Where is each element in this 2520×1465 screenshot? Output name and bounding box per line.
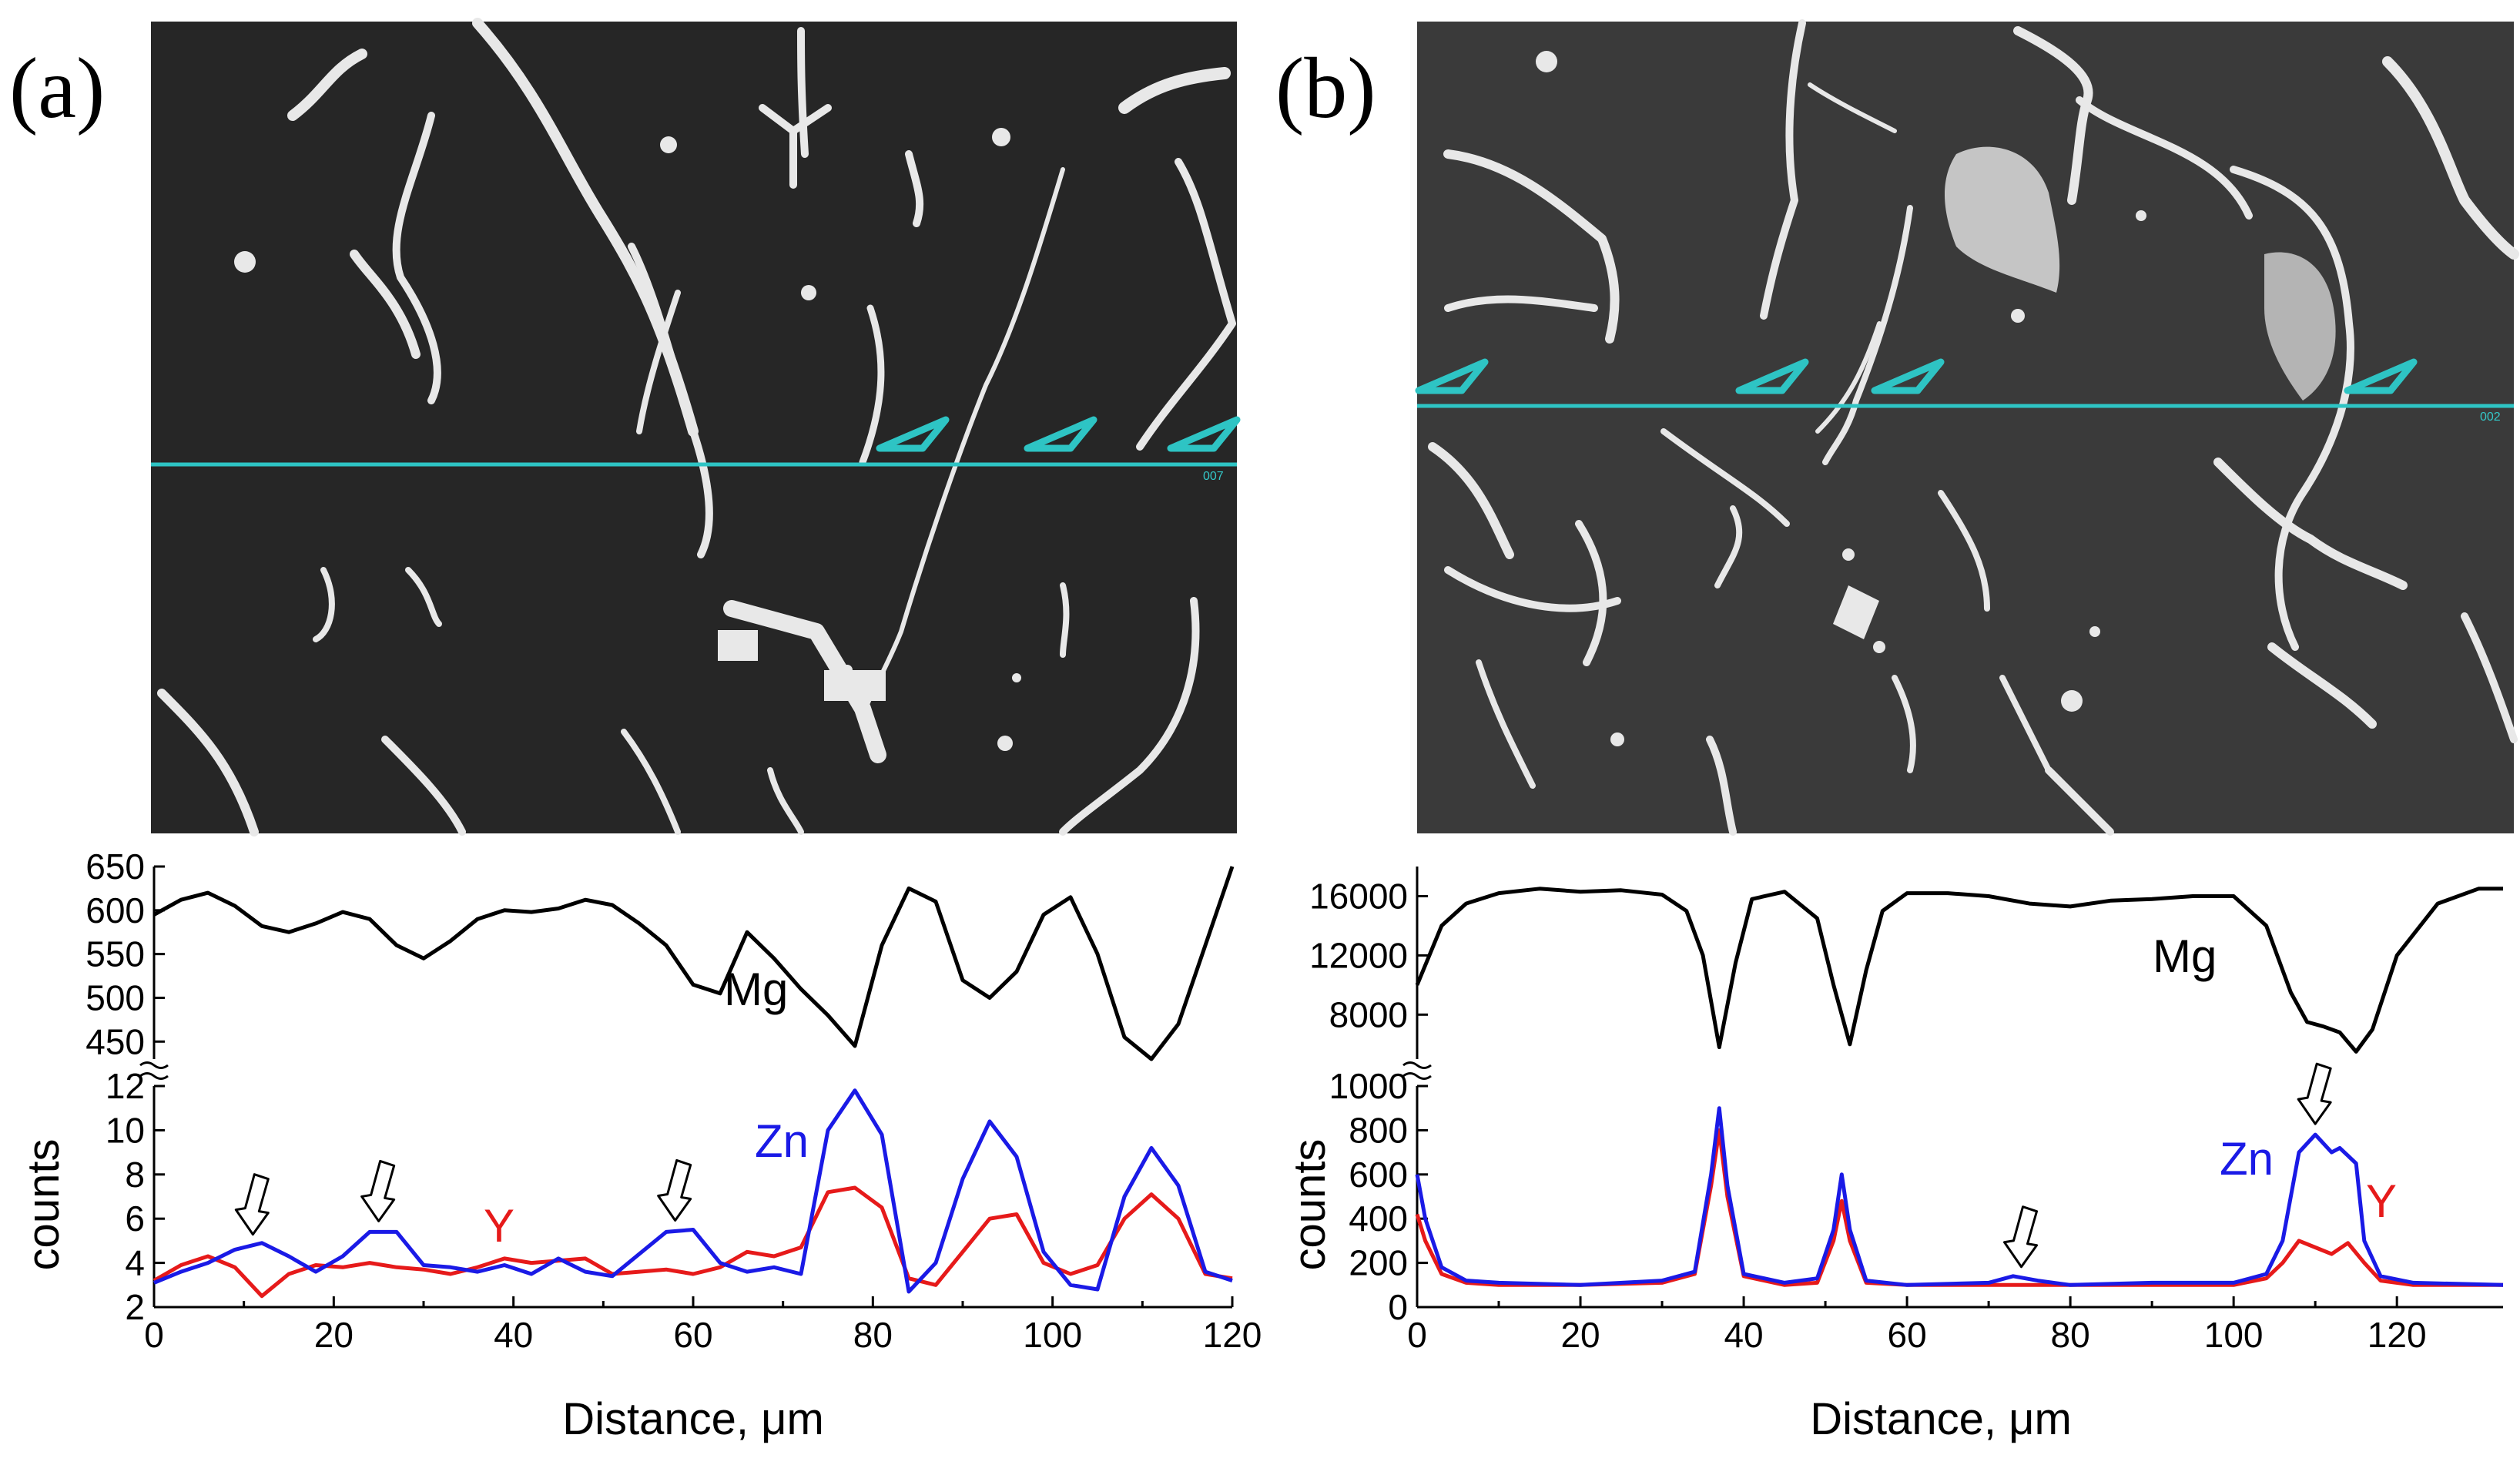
x-tick-label: 0 — [144, 1315, 164, 1355]
y-tick-label: 600 — [1349, 1155, 1408, 1195]
x-tick-label: 40 — [494, 1315, 533, 1355]
micrograph-a: 007 — [151, 18, 1241, 836]
profile-a-xlabel: Distance, μm — [562, 1394, 824, 1444]
panel-b-label: (b) — [1275, 41, 1376, 136]
profile-a-y-label: Y — [484, 1200, 514, 1252]
x-tick-label: 40 — [1724, 1315, 1763, 1355]
y-tick-label: 500 — [85, 977, 145, 1017]
micrograph-b: 002 — [1415, 19, 2519, 836]
annotation-arrow — [2003, 1205, 2039, 1269]
profile-b-xlabel: Distance, μm — [1810, 1394, 2072, 1444]
y-tick-label: 650 — [85, 846, 145, 887]
micrograph-a-particles — [234, 128, 1021, 751]
profile-a-zn-line — [153, 1088, 1233, 1294]
profile-b-y-line — [1415, 1128, 2503, 1287]
profile-a-mg-line — [152, 866, 1235, 1061]
y-tick-label: 1000 — [1329, 1066, 1408, 1106]
x-tick-label: 100 — [1023, 1315, 1082, 1355]
y-tick-label: 10 — [106, 1110, 145, 1150]
profile-b-mg-label: Mg — [2153, 930, 2217, 982]
micrograph-a-scale-text: 007 — [1203, 470, 1224, 483]
micrograph-b-arrow-2 — [1735, 358, 1809, 394]
profile-a-axis-break — [139, 1061, 169, 1080]
profile-a-mg-label: Mg — [724, 964, 788, 1015]
x-tick-label: 100 — [2204, 1315, 2264, 1355]
y-tick-label: 12000 — [1309, 935, 1408, 975]
profile-a-y-line — [152, 1185, 1233, 1299]
micrograph-b-particles — [1536, 51, 2336, 746]
panel-a: (a) — [9, 18, 1262, 1444]
x-tick-label: 120 — [2368, 1315, 2427, 1355]
annotation-arrow — [360, 1159, 396, 1222]
y-tick-label: 200 — [1349, 1243, 1408, 1283]
x-tick-label: 20 — [314, 1315, 354, 1355]
y-tick-label: 8000 — [1329, 994, 1408, 1034]
x-tick-label: 80 — [853, 1315, 893, 1355]
profile-a-x-ticks: 0 20 40 60 80 100 120 — [144, 1296, 1262, 1355]
micrograph-a-arrow-1 — [876, 416, 950, 452]
profile-b-ylabel: counts — [1285, 1139, 1335, 1271]
y-tick-label: 2 — [125, 1287, 145, 1327]
profile-b-upper-axis: 8000 12000 16000 — [1309, 867, 1428, 1059]
profile-a-zn-label: Zn — [755, 1115, 809, 1167]
y-tick-label: 550 — [85, 934, 145, 974]
y-tick-label: 6 — [125, 1198, 145, 1239]
profile-b-axis-break — [1402, 1061, 1432, 1080]
profile-b-y-label: Y — [2366, 1175, 2397, 1227]
micrograph-a-arrow-2 — [1024, 416, 1097, 452]
micrograph-b-arrow-1 — [1415, 358, 1489, 394]
annotation-arrow — [2297, 1062, 2332, 1125]
panel-a-label: (a) — [9, 41, 105, 136]
micrograph-b-scale-text: 002 — [2480, 411, 2501, 424]
profile-b-annotation-arrows — [2003, 1062, 2332, 1269]
panel-b: (b) — [1275, 19, 2519, 1444]
micrograph-b-arrow-3 — [1871, 358, 1945, 394]
x-tick-label: 60 — [1888, 1315, 1927, 1355]
profile-b-zn-label: Zn — [2220, 1133, 2274, 1185]
x-tick-label: 60 — [673, 1315, 712, 1355]
profile-a-annotation-arrows — [234, 1158, 692, 1236]
y-tick-label: 12 — [106, 1066, 145, 1106]
y-tick-label: 800 — [1349, 1110, 1408, 1150]
annotation-arrow — [234, 1173, 270, 1236]
micrograph-a-arrow-3 — [1167, 416, 1241, 452]
x-tick-label: 0 — [1407, 1315, 1427, 1355]
y-tick-label: 0 — [1388, 1287, 1408, 1327]
profile-b-mg-line — [1415, 887, 2503, 1054]
y-tick-label: 8 — [125, 1155, 145, 1195]
x-tick-label: 120 — [1203, 1315, 1262, 1355]
y-tick-label: 16000 — [1309, 876, 1408, 916]
profile-a-ylabel: counts — [18, 1139, 69, 1271]
profile-b-x-ticks: 0 20 40 60 80 100 120 — [1407, 1296, 2427, 1355]
x-tick-label: 20 — [1560, 1315, 1600, 1355]
micrograph-b-phases — [1428, 19, 2519, 836]
micrograph-b-arrow-4 — [2344, 358, 2418, 394]
y-tick-label: 4 — [125, 1243, 145, 1283]
micrograph-b-background — [1417, 22, 2514, 833]
annotation-arrow — [657, 1158, 692, 1222]
profile-b-zn-line — [1415, 1106, 2504, 1287]
x-tick-label: 80 — [2051, 1315, 2090, 1355]
profile-b-upper-ticks: 8000 12000 16000 — [1309, 876, 1428, 1034]
y-tick-label: 600 — [85, 890, 145, 930]
y-tick-label: 400 — [1349, 1198, 1408, 1239]
y-tick-label: 450 — [85, 1021, 145, 1061]
